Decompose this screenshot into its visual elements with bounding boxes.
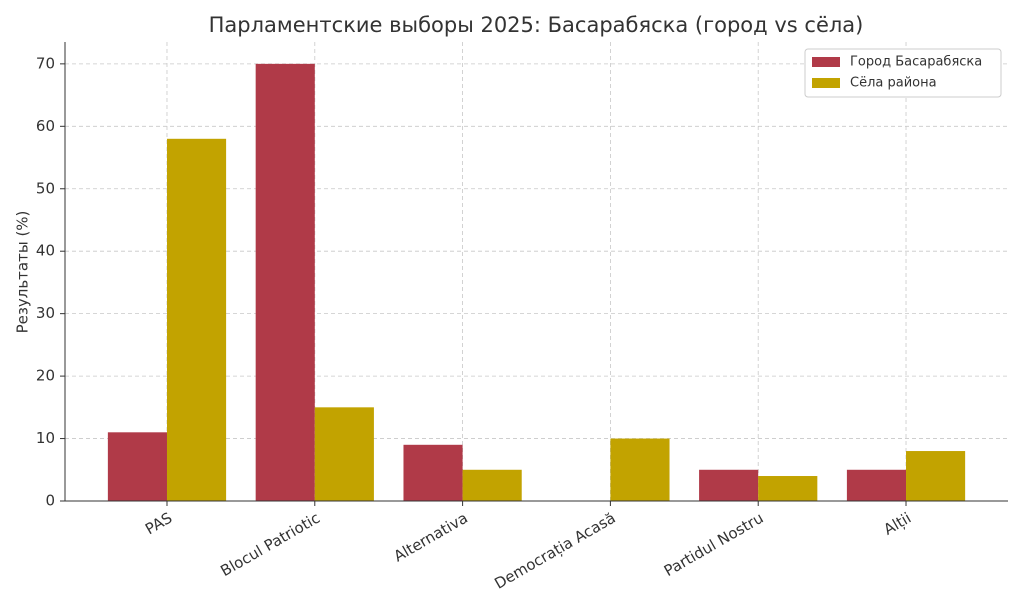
bar (610, 438, 670, 501)
bar (758, 476, 818, 501)
chart-title: Парламентские выборы 2025: Басарабяска (… (209, 13, 864, 37)
y-tick-label: 20 (36, 367, 55, 385)
y-tick-label: 70 (36, 54, 55, 72)
legend-swatch (812, 57, 840, 67)
legend-box (804, 48, 1002, 98)
y-tick-label: 40 (36, 242, 55, 260)
x-tick-label: Alții (880, 509, 914, 539)
x-tick-label: Alternativa (391, 509, 471, 566)
x-tick-label: Democrația Acasă (491, 509, 618, 593)
y-tick-label: 10 (36, 429, 55, 447)
bar (906, 451, 966, 501)
bar (255, 63, 315, 501)
y-tick-label: 30 (36, 304, 55, 322)
y-tick-label: 50 (36, 179, 55, 197)
bar (107, 432, 167, 501)
legend-label: Сёла района (850, 76, 937, 91)
bar (403, 444, 463, 501)
legend-label: Город Басарабяска (850, 55, 982, 70)
x-tick-label: PAS (142, 509, 175, 539)
y-tick-label: 60 (36, 117, 55, 135)
bar (166, 138, 227, 502)
y-axis-label: Результаты (%) (14, 211, 32, 334)
x-tick-label: Partidul Nostru (661, 509, 767, 580)
bar (699, 469, 759, 501)
x-tick-label: Blocul Patriotic (217, 509, 323, 580)
bar (462, 469, 522, 501)
bar (314, 407, 374, 501)
bar (846, 469, 907, 501)
legend-swatch (812, 78, 840, 88)
y-tick-label: 0 (45, 492, 55, 510)
